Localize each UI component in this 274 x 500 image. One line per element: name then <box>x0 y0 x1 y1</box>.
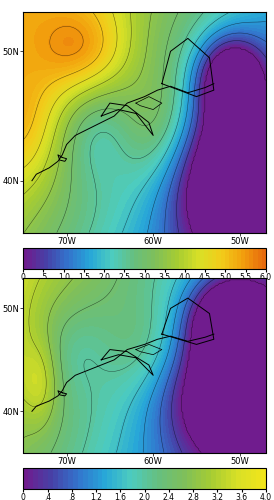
Text: January: January <box>123 302 166 312</box>
